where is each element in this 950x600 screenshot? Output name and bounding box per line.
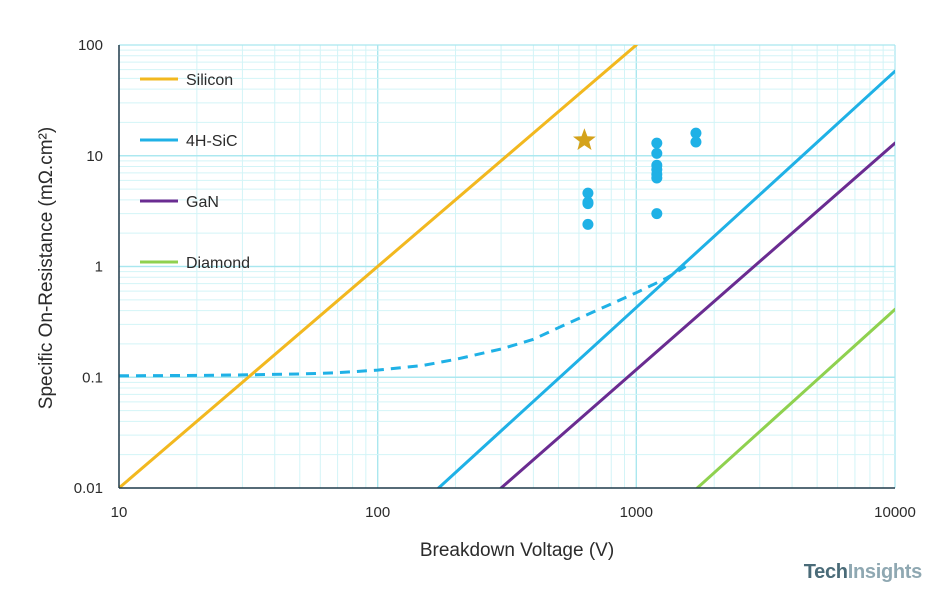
legend-label-silicon: Silicon — [186, 72, 233, 89]
legend-label-4h-sic: 4H-SiC — [186, 133, 238, 150]
data-point — [651, 172, 663, 184]
x-tick-label: 100 — [365, 504, 390, 521]
x-tick-label: 10000 — [874, 504, 916, 521]
grid — [119, 44, 896, 488]
legend-label-diamond: Diamond — [186, 255, 250, 272]
y-tick-label: 10 — [86, 148, 103, 165]
data-point — [651, 208, 663, 220]
legend: Silicon 4H-SiC GaN Diamond — [140, 72, 250, 272]
star-marker — [573, 128, 596, 150]
series-line-silicon — [119, 45, 638, 488]
y-tick-label: 100 — [78, 37, 103, 54]
data-point — [690, 127, 702, 139]
series-line-gan — [499, 141, 895, 488]
y-tick-label: 0.01 — [74, 480, 103, 497]
data-point — [651, 137, 663, 149]
data-point — [582, 187, 594, 199]
series-line-diamond — [695, 307, 895, 488]
brand-insights: Insights — [847, 561, 923, 583]
y-axis-title: Specific On-Resistance (mΩ.cm²) — [36, 127, 57, 409]
series-layer — [119, 45, 895, 488]
x-tick-label: 10 — [111, 504, 128, 521]
axes — [118, 45, 895, 489]
tick-labels: 10 100 1000 10000 0.01 0.1 1 10 100 — [74, 37, 916, 521]
data-point — [582, 218, 594, 230]
x-tick-label: 1000 — [620, 504, 653, 521]
dashed-curve — [119, 265, 687, 378]
legend-label-gan: GaN — [186, 194, 219, 211]
points-layer — [573, 127, 702, 230]
data-point — [651, 147, 663, 159]
brand-tech: Tech — [803, 561, 848, 583]
y-tick-label: 1 — [95, 259, 103, 276]
data-point — [690, 136, 702, 148]
y-tick-label: 0.1 — [82, 369, 103, 386]
x-axis-title: Breakdown Voltage (V) — [420, 540, 614, 561]
brand-logo: TechInsights — [803, 561, 923, 584]
data-point — [582, 198, 594, 210]
